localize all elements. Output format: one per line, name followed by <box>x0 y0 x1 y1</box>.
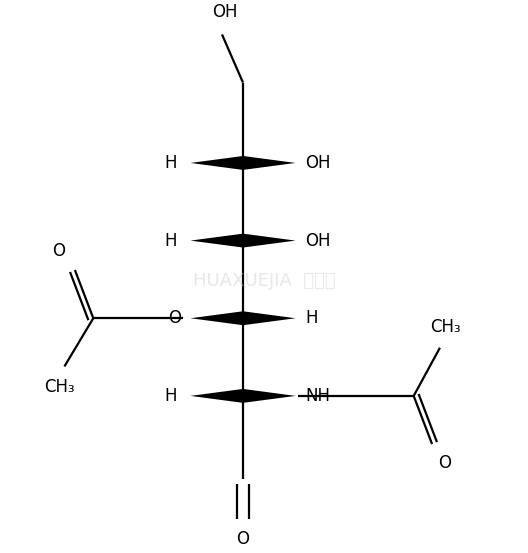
Polygon shape <box>243 389 296 403</box>
Text: HUAXUEJIA  化学加: HUAXUEJIA 化学加 <box>193 272 335 290</box>
Polygon shape <box>191 156 243 170</box>
Text: O: O <box>52 242 65 260</box>
Text: CH₃: CH₃ <box>430 318 460 336</box>
Text: O: O <box>168 309 181 327</box>
Text: O: O <box>237 530 250 548</box>
Text: H: H <box>165 387 177 405</box>
Text: OH: OH <box>305 154 331 172</box>
Text: CH₃: CH₃ <box>44 378 74 396</box>
Polygon shape <box>243 311 296 325</box>
Text: H: H <box>165 154 177 172</box>
Text: OH: OH <box>305 232 331 249</box>
Polygon shape <box>243 156 296 170</box>
Polygon shape <box>191 311 243 325</box>
Text: H: H <box>165 232 177 249</box>
Text: OH: OH <box>212 3 238 21</box>
Text: NH: NH <box>305 387 330 405</box>
Polygon shape <box>191 389 243 403</box>
Text: H: H <box>305 309 317 327</box>
Polygon shape <box>243 233 296 248</box>
Polygon shape <box>191 233 243 248</box>
Text: O: O <box>438 453 451 472</box>
